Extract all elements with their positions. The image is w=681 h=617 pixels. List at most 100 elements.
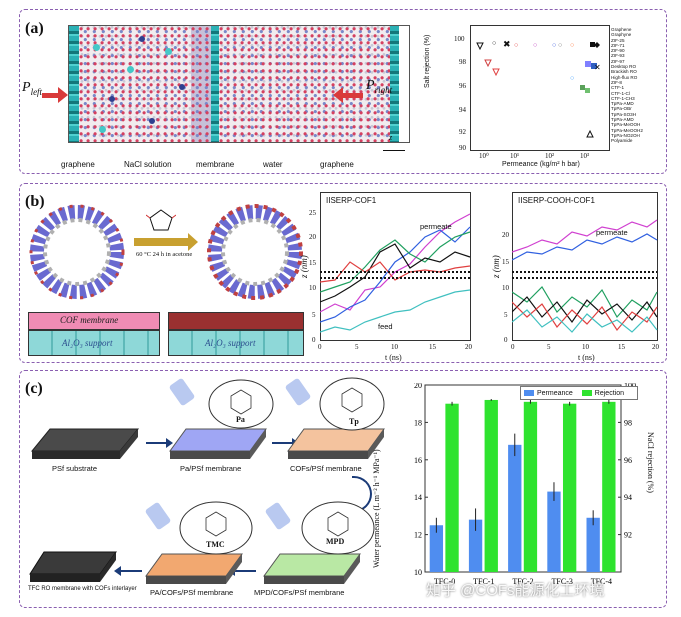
trajectory-line bbox=[320, 243, 471, 303]
chart1-xlabel: t (ns) bbox=[385, 353, 402, 362]
chart1-xtick: 0 bbox=[318, 343, 322, 351]
point-x: ✕ bbox=[594, 63, 601, 72]
pa-psf-slab bbox=[169, 428, 267, 459]
chart1-ytick: 10 bbox=[309, 284, 316, 292]
process-arrowhead bbox=[166, 438, 173, 448]
legend-entry: Graphyne bbox=[611, 32, 632, 38]
scatter-ytick: 94 bbox=[459, 106, 466, 114]
legend-entry: TpPa-SO3H bbox=[611, 111, 637, 117]
ion bbox=[179, 84, 185, 90]
legend-entry: CTF-1 bbox=[611, 85, 625, 91]
scatter-ytick: 92 bbox=[459, 128, 466, 136]
permeance-bar bbox=[586, 517, 600, 572]
chart2-xtick: 20 bbox=[652, 343, 659, 351]
y-tick-label: 10 bbox=[414, 568, 422, 577]
anhydride-reagent bbox=[146, 209, 176, 231]
legend-entry: TpPa-MeOOH2 bbox=[611, 127, 643, 133]
rejection-bar bbox=[523, 401, 538, 572]
step-label-mpd: MPD/COFs/PSf membrane bbox=[254, 588, 345, 597]
monomer-tp: Tp bbox=[349, 417, 359, 426]
bar-legend: Permeance Rejection bbox=[520, 386, 638, 400]
legend-entry: TpPa-AMD bbox=[611, 101, 634, 107]
chart2-xlabel: t (ns) bbox=[578, 353, 595, 362]
legend-swatch-permeance bbox=[524, 390, 534, 396]
trajectory-line bbox=[512, 233, 658, 261]
trajectory-line bbox=[512, 301, 658, 332]
panel-b-label: (b) bbox=[25, 193, 45, 210]
legend-entry: TpPa-AMD bbox=[611, 117, 634, 123]
chart1-feed: feed bbox=[378, 322, 393, 331]
step-label-pa: Pa/PSf membrane bbox=[180, 464, 242, 473]
legend-entry: TpPa-OBr bbox=[611, 106, 632, 112]
legend-label-permeance: Permeance bbox=[537, 389, 573, 397]
legend-entry: ZIF-90 bbox=[611, 48, 625, 54]
scatter-ylabel: Salt rejection (%) bbox=[424, 34, 431, 88]
panel-a-label: (a) bbox=[25, 20, 44, 37]
point-zif: ○ bbox=[514, 42, 518, 49]
scatter-points: ○ ✖ ○ ○ ○ ○ ○ ✕ ○ bbox=[476, 39, 601, 138]
ion bbox=[149, 118, 155, 124]
legend-entry: Brackish RO bbox=[611, 69, 637, 75]
category-label: TFC-0 bbox=[434, 577, 455, 586]
ion bbox=[109, 96, 115, 102]
trajectory-line bbox=[320, 261, 471, 283]
scatter-ytick: 96 bbox=[459, 82, 466, 90]
chart1-xtick: 5 bbox=[355, 343, 359, 351]
region-label-water: water bbox=[263, 160, 283, 169]
legend-entry: TpPa-MeOOH bbox=[611, 122, 641, 128]
p-right-arrow bbox=[343, 93, 363, 98]
trajectory-line bbox=[512, 296, 658, 324]
graphene-right bbox=[390, 26, 399, 142]
cof-membrane-layer bbox=[28, 312, 160, 330]
psf-substrate-slab bbox=[30, 428, 140, 459]
water-region bbox=[219, 26, 391, 142]
point-tppa3 bbox=[585, 61, 591, 67]
chart1-permeate: permeate bbox=[420, 222, 452, 231]
rejection-bar bbox=[602, 401, 616, 572]
scatter-xtick: 10³ bbox=[580, 152, 590, 160]
reaction-arrow bbox=[134, 238, 190, 246]
y-tick-label: 14 bbox=[414, 493, 422, 502]
legend-entry: ZIF-71 bbox=[611, 42, 625, 48]
point-tppa2 bbox=[591, 63, 597, 69]
chart2-xtick: 15 bbox=[618, 343, 625, 351]
tmc-monomer-bubble bbox=[179, 501, 253, 555]
trajectory-line bbox=[512, 219, 658, 253]
chart1-xtick: 15 bbox=[429, 343, 436, 351]
support-left-label: Al₂O₃ support bbox=[62, 338, 113, 348]
permeance-rejection-bar-chart: 20181614121010098969492TFC-0TFC-1TFC-2TF… bbox=[414, 383, 636, 586]
reaction-conditions: 60 °C 24 h in acetone bbox=[136, 251, 193, 258]
point-graphene-diamond bbox=[594, 42, 600, 48]
chart1-ytick: 5 bbox=[312, 311, 316, 319]
trajectory-chart-2 bbox=[512, 192, 658, 341]
point-desktop-ro bbox=[476, 42, 484, 51]
tfc-ro-membrane-slab bbox=[29, 551, 117, 582]
chart1-ytick: 0 bbox=[312, 336, 316, 344]
point-tppa5 bbox=[585, 88, 590, 93]
bar-chart-y2label: NaCl rejection (%) bbox=[646, 432, 655, 493]
region-label-membrane: membrane bbox=[196, 160, 235, 169]
p-right-label: Pright bbox=[366, 78, 393, 95]
tp-monomer-bubble bbox=[319, 377, 385, 431]
graphene-mid bbox=[211, 26, 219, 142]
step-label-cofs: COFs/PSf membrane bbox=[290, 464, 362, 473]
chart1-title: IISERP-COF1 bbox=[326, 196, 377, 205]
trajectory-line bbox=[512, 309, 658, 333]
point-zif8: ○ bbox=[570, 75, 574, 82]
ion bbox=[139, 36, 145, 42]
category-label: TFC-4 bbox=[591, 577, 612, 586]
legend-label-rejection: Rejection bbox=[594, 389, 624, 397]
legend-entry: Polyamide bbox=[611, 138, 633, 144]
ion bbox=[165, 48, 172, 55]
scatter-legend: Graphene Graphyne ZIF-25 ZIF-71 ZIF-90 Z… bbox=[611, 27, 667, 144]
y-tick-label: 20 bbox=[414, 383, 422, 390]
support-right bbox=[168, 330, 304, 356]
scatter-xtick: 10² bbox=[545, 152, 555, 160]
scatter-xtick: 10¹ bbox=[510, 152, 520, 160]
process-arrow bbox=[272, 442, 294, 444]
point-tppa4 bbox=[580, 85, 585, 90]
monomer-mpd: MPD bbox=[326, 537, 345, 546]
point-zif97: ○ bbox=[570, 42, 574, 49]
support-left bbox=[28, 330, 160, 356]
y2-tick-label: 92 bbox=[624, 531, 632, 540]
